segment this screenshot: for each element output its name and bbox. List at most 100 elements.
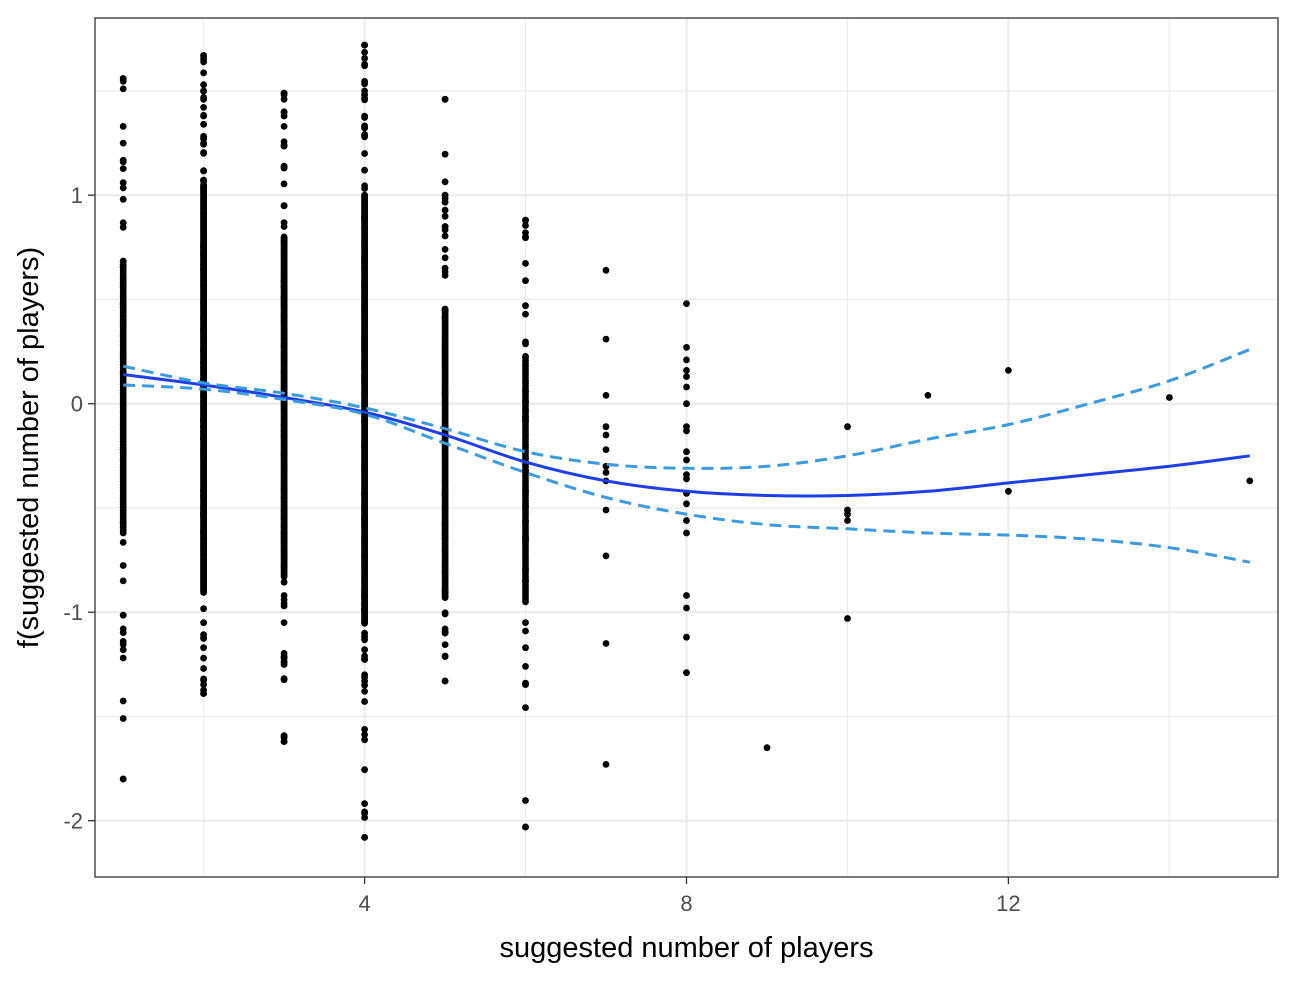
data-point	[200, 435, 208, 443]
data-point	[361, 808, 368, 816]
data-point	[361, 54, 368, 62]
data-point	[280, 485, 288, 492]
y-axis-title: f(suggested number of players)	[13, 247, 45, 648]
data-point	[361, 656, 368, 663]
data-point	[119, 139, 127, 147]
data-point	[200, 140, 208, 148]
y-tick-label: 1	[71, 183, 83, 208]
data-point	[200, 276, 208, 283]
data-point	[361, 417, 368, 425]
data-point	[361, 338, 368, 345]
fit-line	[123, 373, 1250, 498]
data-point	[1166, 394, 1173, 401]
data-point	[441, 223, 449, 231]
data-point	[522, 310, 529, 318]
data-point	[280, 277, 288, 285]
data-point	[280, 676, 288, 684]
data-point	[361, 131, 368, 138]
data-point	[119, 223, 127, 231]
data-point	[280, 653, 288, 660]
data-point	[200, 364, 208, 371]
data-point	[280, 402, 288, 409]
data-point	[280, 578, 288, 586]
data-point	[361, 464, 368, 471]
data-point	[200, 415, 208, 423]
data-point	[522, 488, 529, 496]
data-point	[602, 469, 610, 476]
data-point	[361, 60, 368, 68]
data-point	[200, 266, 208, 274]
data-point	[441, 212, 449, 220]
data-point	[361, 605, 368, 613]
data-point	[683, 592, 690, 599]
data-point	[522, 414, 529, 422]
data-point	[200, 252, 208, 260]
data-point	[602, 640, 610, 647]
data-point	[280, 233, 288, 241]
data-point	[441, 305, 449, 313]
data-point	[361, 688, 368, 695]
data-point	[683, 367, 690, 374]
data-point	[361, 213, 368, 221]
data-point	[683, 529, 690, 537]
data-point	[361, 166, 368, 174]
data-point	[200, 429, 208, 436]
data-point	[200, 301, 208, 308]
data-point	[200, 619, 208, 627]
data-point	[200, 81, 208, 89]
data-point	[602, 431, 610, 439]
data-point	[522, 823, 529, 831]
data-point	[602, 392, 610, 399]
data-point	[361, 41, 368, 49]
data-point	[200, 503, 208, 511]
data-point	[280, 354, 288, 362]
data-point	[280, 619, 288, 626]
data-point	[280, 293, 288, 301]
data-point	[119, 184, 127, 192]
data-point	[200, 94, 208, 101]
data-point	[522, 704, 529, 711]
data-point	[361, 552, 368, 559]
data-point	[200, 654, 208, 662]
data-point	[361, 376, 368, 384]
data-point	[280, 282, 288, 290]
data-point	[361, 814, 368, 821]
data-point	[280, 514, 288, 522]
data-point	[119, 263, 127, 271]
data-point	[361, 590, 368, 598]
data-point	[522, 681, 529, 688]
data-point	[280, 109, 288, 117]
data-point	[361, 256, 368, 263]
data-point	[1005, 367, 1012, 374]
data-point	[602, 266, 610, 274]
ci-lower-line	[123, 383, 1251, 564]
data-point	[361, 504, 368, 512]
data-point	[522, 388, 529, 395]
data-point	[361, 390, 368, 398]
data-point	[200, 665, 208, 672]
data-point	[361, 182, 368, 190]
data-point	[361, 633, 368, 640]
data-point	[361, 766, 368, 774]
data-point	[119, 577, 127, 585]
data-point	[361, 646, 368, 654]
data-point	[200, 314, 208, 321]
data-point	[522, 216, 529, 224]
data-point	[441, 206, 449, 214]
data-point	[200, 248, 208, 255]
data-point	[280, 180, 288, 188]
data-point	[280, 318, 288, 326]
data-point	[200, 104, 208, 111]
data-point	[844, 615, 851, 622]
data-point	[200, 487, 208, 495]
x-tick-label: 8	[680, 891, 692, 916]
data-point	[200, 209, 208, 217]
data-point	[683, 344, 690, 351]
axis-ticks: 4 8 12 -2 -1 0 1	[63, 183, 1020, 916]
data-point	[200, 681, 208, 688]
data-point	[361, 442, 368, 450]
data-point	[119, 562, 127, 569]
data-point	[200, 605, 208, 613]
data-point	[119, 715, 127, 722]
